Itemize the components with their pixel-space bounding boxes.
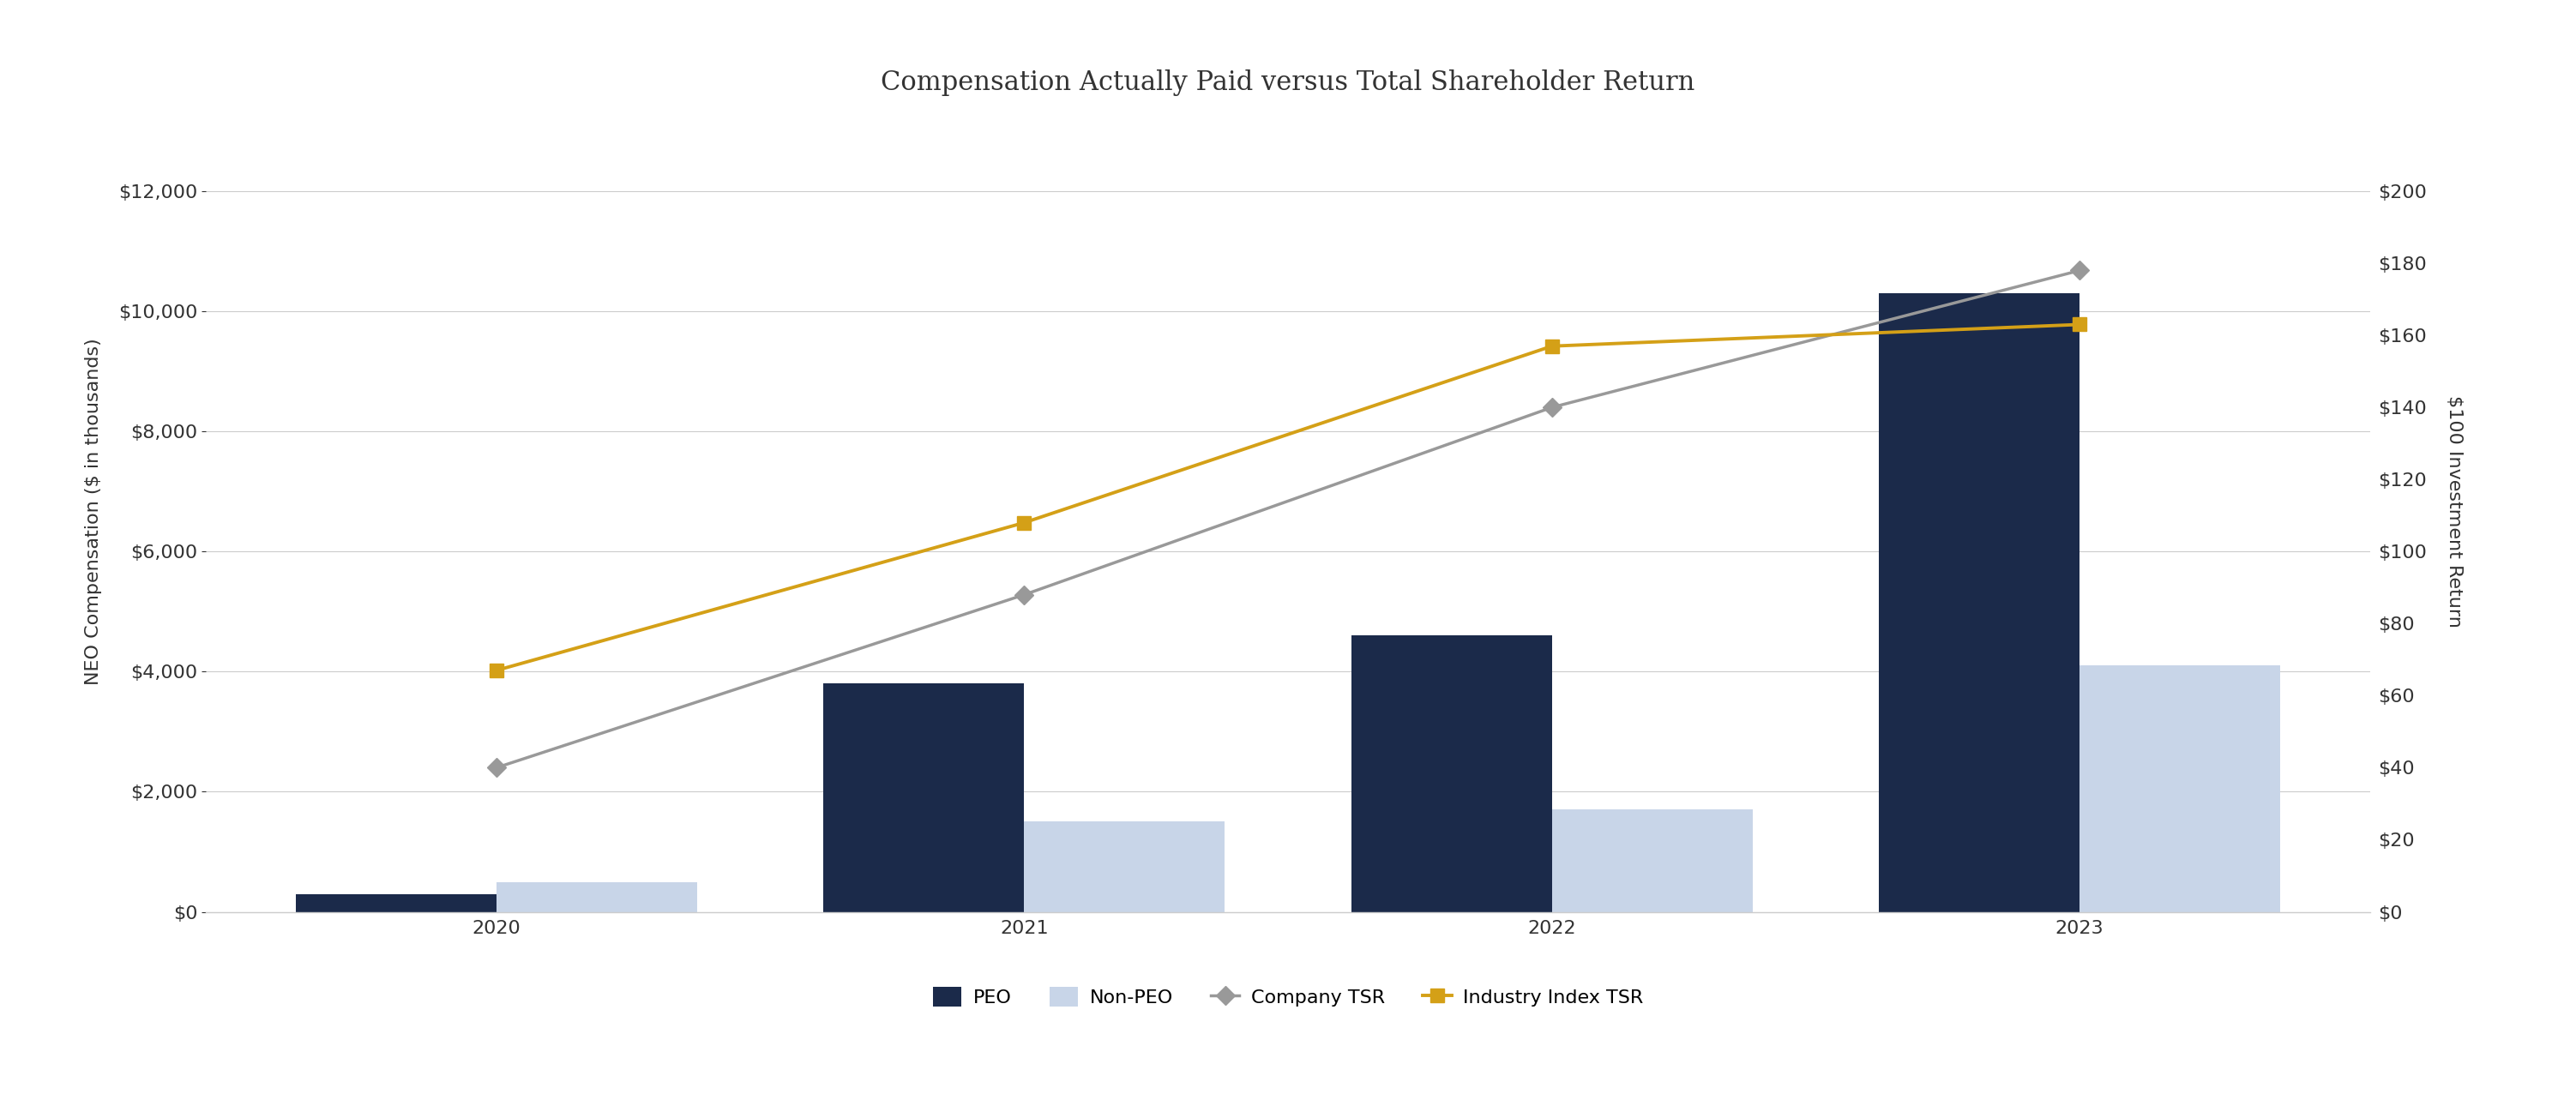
Company TSR	[1010, 588, 1041, 602]
Company TSR	[1535, 400, 1566, 414]
Industry Index TSR	[1535, 339, 1566, 353]
Bar	[824, 684, 1025, 912]
Industry Index TSR	[2063, 318, 2094, 331]
Bar	[497, 882, 698, 912]
Bar	[2079, 666, 2280, 912]
Legend: PEO, Non-PEO, Company TSR, Industry Index TSR: PEO, Non-PEO, Company TSR, Industry Inde…	[925, 980, 1651, 1014]
Y-axis label: NEO Compensation ($ in thousands): NEO Compensation ($ in thousands)	[85, 338, 103, 685]
Title: Compensation Actually Paid versus Total Shareholder Return: Compensation Actually Paid versus Total …	[881, 69, 1695, 96]
Line: Company TSR: Company TSR	[489, 264, 2087, 774]
Bar	[1025, 822, 1224, 912]
Bar	[1352, 636, 1551, 912]
Industry Index TSR	[1010, 516, 1041, 529]
Bar	[1878, 294, 2079, 912]
Bar	[296, 894, 497, 912]
Y-axis label: $100 Investment Return: $100 Investment Return	[2447, 396, 2463, 627]
Bar	[1551, 810, 1752, 912]
Company TSR	[2063, 264, 2094, 277]
Company TSR	[482, 761, 513, 774]
Line: Industry Index TSR: Industry Index TSR	[489, 318, 2087, 677]
Industry Index TSR	[482, 664, 513, 677]
